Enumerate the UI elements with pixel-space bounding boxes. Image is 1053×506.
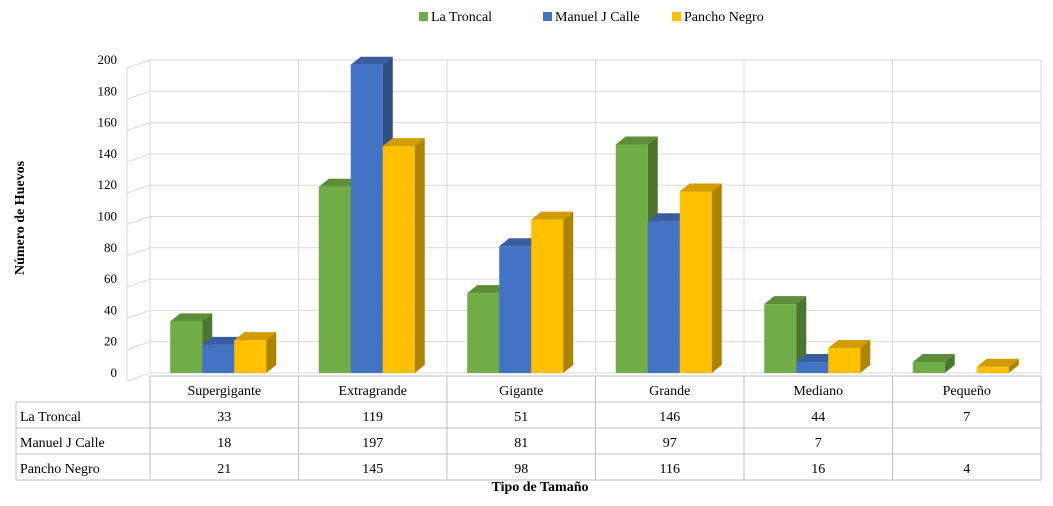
gridline-h (126, 59, 1041, 69)
bar (531, 211, 574, 373)
y-tick-label: 200 (98, 52, 118, 67)
table-cell-value: 4 (963, 462, 970, 477)
category-label: Grande (649, 384, 690, 399)
legend-item: Manuel J Calle (543, 10, 640, 25)
legend-swatch (543, 12, 552, 21)
y-tick-label: 120 (98, 177, 118, 192)
bar (679, 183, 722, 373)
legend-label: Pancho Negro (684, 10, 764, 25)
gridline-h (126, 309, 1041, 319)
table-cell-value: 81 (514, 436, 528, 451)
y-tick-label: 160 (98, 115, 118, 130)
legend-label: Manuel J Calle (555, 10, 640, 25)
category-label: Supergigante (187, 384, 261, 399)
legend-item: La Troncal (419, 10, 492, 25)
gridline-h (126, 216, 1041, 225)
gridline-h (126, 372, 1041, 382)
gridline-h (126, 184, 1041, 194)
legend-swatch (672, 12, 681, 21)
table-cell-value: 146 (659, 410, 680, 425)
data-table: Supergigante Extragrande Gigante Grande Medi… (15, 375, 1042, 481)
table-cell-value: 16 (811, 462, 825, 477)
y-tick-label: 80 (104, 240, 117, 255)
category-label: Pequeño (943, 384, 991, 399)
bar (234, 332, 277, 373)
table-cell-value: 33 (217, 410, 231, 425)
gridline-h (126, 90, 1041, 100)
table-cell-value: 145 (362, 462, 383, 477)
table-cell-value: 116 (660, 462, 680, 477)
bar (828, 339, 871, 373)
y-tick-label: 60 (104, 271, 117, 286)
category-label: Extragrande (339, 384, 407, 399)
category-label: Mediano (793, 384, 843, 399)
gridline-h (126, 122, 1041, 132)
grid-lines (126, 59, 1042, 382)
bar (912, 354, 955, 373)
bar (382, 138, 425, 373)
y-tick-label: 40 (104, 302, 117, 317)
bar (764, 296, 807, 373)
chart-legend: La Troncal Manuel J Calle Pancho Negro (419, 10, 764, 25)
table-series-name: La Troncal (20, 410, 81, 425)
table-cell-value: 7 (963, 410, 970, 425)
legend-label: La Troncal (431, 10, 492, 25)
category-label: Gigante (499, 384, 543, 399)
table-cell-value: 98 (514, 462, 528, 477)
gridline-h (126, 278, 1041, 288)
y-tick-label: 140 (98, 146, 118, 161)
legend-swatch (419, 12, 428, 21)
bar (976, 358, 1019, 373)
y-tick-label: 180 (98, 83, 118, 98)
gridline-h (126, 153, 1041, 163)
x-axis-label: Tipo de Tamaño (491, 480, 588, 495)
table-cell-value: 97 (663, 436, 677, 451)
y-axis-label: Número de Huevos (13, 160, 28, 275)
table-cell-value: 21 (217, 462, 231, 477)
table-series-name: Pancho Negro (20, 462, 100, 477)
y-tick-label: 100 (98, 209, 118, 224)
table-series-name: Manuel J Calle (20, 436, 105, 451)
table-cell-value: 197 (362, 436, 383, 451)
gridline-h (126, 247, 1041, 257)
y-tick-label: 0 (111, 365, 118, 380)
table-cell-value: 51 (514, 410, 528, 425)
table-cell-value: 119 (363, 410, 383, 425)
legend-item: Pancho Negro (672, 10, 764, 25)
table-cell-value: 44 (811, 410, 825, 425)
table-cell-value: 18 (217, 436, 231, 451)
y-tick-label: 20 (104, 334, 117, 349)
bars (170, 56, 1019, 373)
y-axis-ticks: 0 20 40 60 80 100 120 140 160 180 200 (98, 52, 118, 380)
table-cell-value: 7 (815, 436, 822, 451)
